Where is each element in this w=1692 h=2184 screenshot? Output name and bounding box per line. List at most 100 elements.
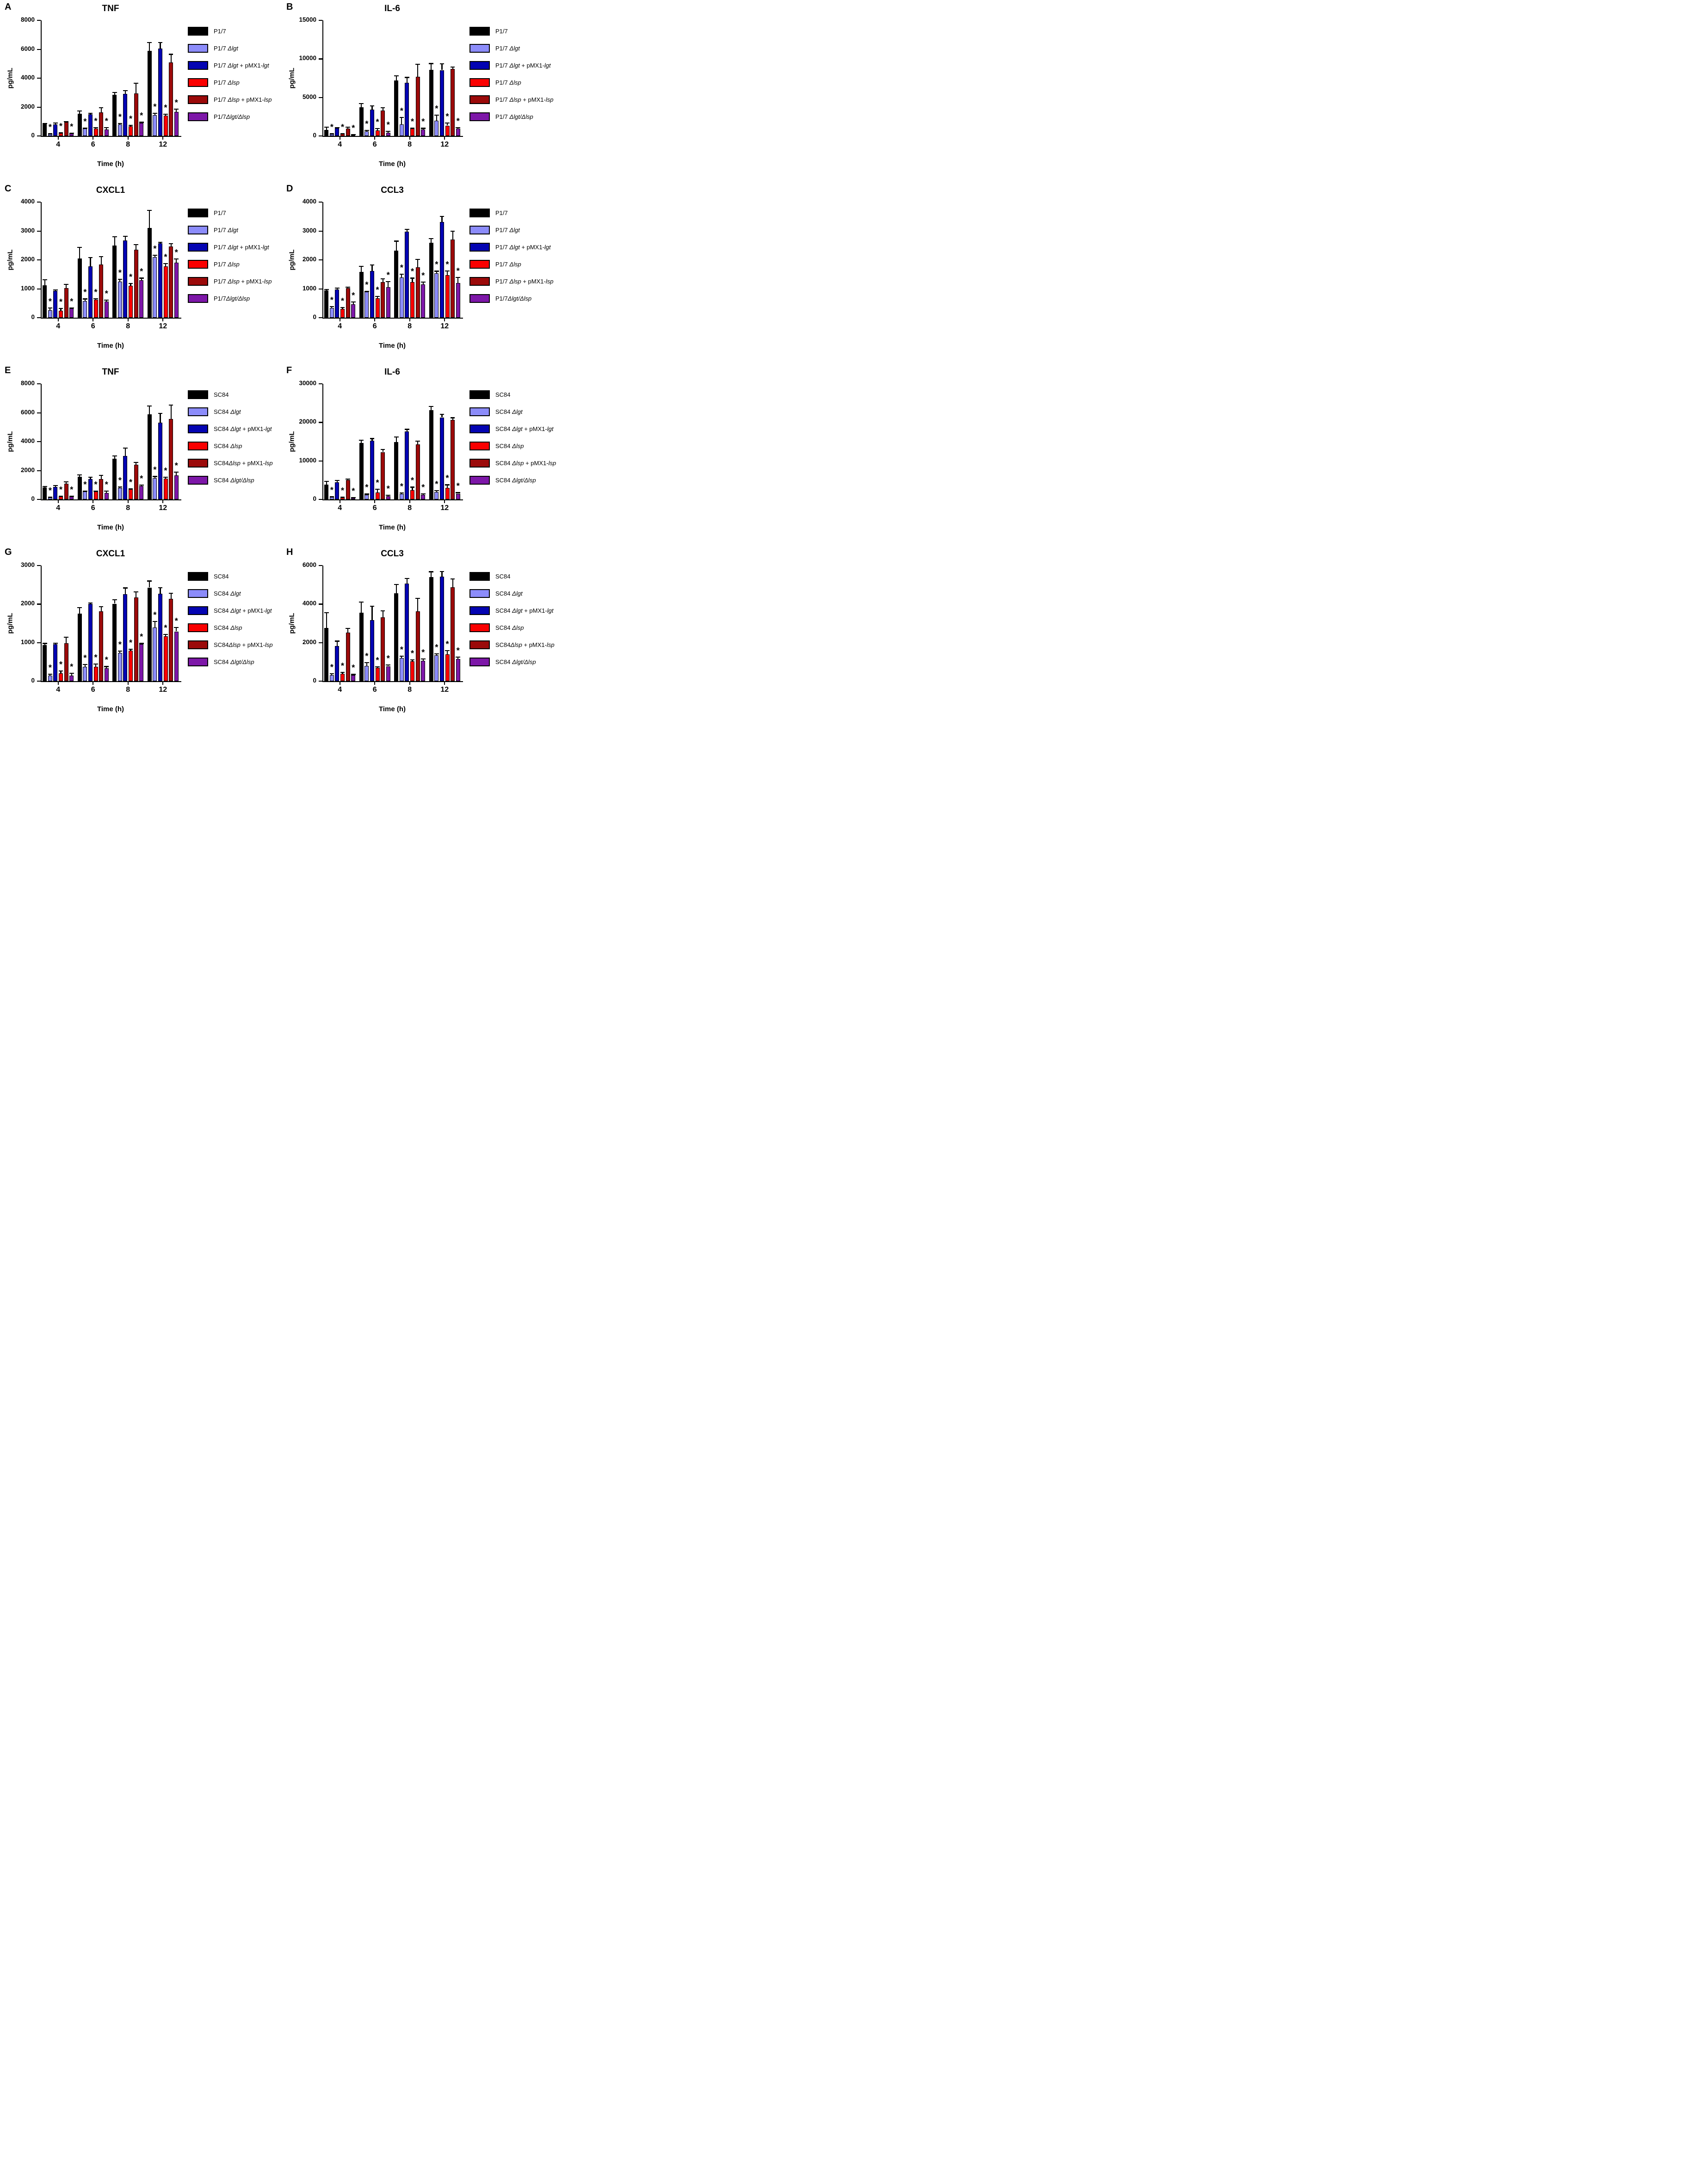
- error-bar-cap: [429, 571, 434, 572]
- error-bar-cap: [340, 496, 345, 498]
- error-bar: [412, 660, 413, 662]
- legend-item: SC84 Δlgt + pMX1-lgt: [188, 606, 272, 615]
- error-bar-cap: [386, 131, 391, 132]
- y-tick: [37, 78, 41, 79]
- bar-darkred: [99, 112, 104, 136]
- error-bar: [114, 600, 115, 604]
- error-bar: [44, 280, 45, 285]
- error-bar: [165, 634, 167, 637]
- legend-swatch-darkred: [188, 459, 208, 468]
- legend-label: P1/7 Δlgt: [495, 45, 520, 52]
- error-bar: [165, 114, 167, 116]
- significance-asterisk: *: [70, 122, 74, 131]
- bar-darkred: [381, 282, 385, 318]
- x-tick: [162, 499, 164, 503]
- bar-darkblue: [335, 482, 340, 499]
- error-bar: [149, 43, 150, 51]
- bar-black: [147, 587, 152, 681]
- y-tick: [37, 383, 41, 385]
- legend-item: SC84Δlsp + pMX1-lsp: [469, 640, 555, 650]
- legend-label: P1/7 Δlsp + pMX1-lsp: [214, 96, 272, 103]
- bar-red: [445, 125, 450, 136]
- legend-label: SC84Δlsp + pMX1-lsp: [214, 460, 273, 467]
- legend-swatch-darkblue: [188, 424, 208, 433]
- bar-darkblue: [335, 289, 340, 318]
- error-bar-cap: [375, 128, 380, 129]
- x-tick: [374, 681, 376, 685]
- y-tick-label: 5000: [302, 93, 316, 100]
- significance-asterisk: *: [105, 289, 108, 298]
- y-tick: [319, 383, 322, 385]
- bar-lightblue: [48, 310, 52, 318]
- significance-asterisk: *: [129, 477, 133, 487]
- bar-darkblue: [439, 70, 444, 136]
- y-tick: [319, 642, 322, 644]
- legend-swatch-darkred: [188, 640, 208, 649]
- bar-lightblue: [364, 131, 369, 136]
- error-bar-cap: [329, 673, 334, 675]
- significance-asterisk: *: [94, 652, 98, 662]
- error-bar: [165, 477, 167, 479]
- error-bar: [66, 481, 67, 484]
- bar-purple: [139, 486, 144, 499]
- x-tick-label: 8: [126, 322, 130, 330]
- legend-swatch-darkred: [188, 277, 208, 286]
- legend-item: SC84 Δlgt + pMX1-lgt: [469, 606, 553, 615]
- error-bar: [422, 282, 424, 284]
- legend-swatch-darkblue: [469, 243, 490, 252]
- legend-label: SC84 Δlgt/Δlsp: [495, 658, 536, 665]
- y-tick-label: 2000: [20, 466, 35, 474]
- bar-lightblue: [434, 120, 439, 136]
- significance-asterisk: *: [70, 662, 74, 671]
- legend-swatch-purple: [469, 476, 490, 485]
- error-bar-cap: [456, 127, 461, 128]
- legend-swatch-lightblue: [188, 226, 208, 234]
- error-bar: [347, 628, 349, 633]
- y-tick: [319, 259, 322, 261]
- y-tick-label: 0: [313, 677, 316, 684]
- error-bar: [395, 437, 397, 442]
- significance-asterisk: *: [435, 260, 438, 270]
- legend: SC84 SC84 Δlgt SC84 Δlgt + pMX1-lgt SC84 Δl…: [188, 390, 282, 493]
- bar-black: [77, 258, 82, 318]
- error-bar: [406, 578, 408, 584]
- legend-item: P1/7 Δlgt + pMX1-lgt: [469, 61, 551, 70]
- y-tick: [37, 20, 41, 21]
- bar-darkred: [134, 250, 138, 318]
- panel-G: G CXCL1 pg/mL 0 1000 2000 3000 4 6 8 12 Time (h) * * *…: [0, 545, 282, 727]
- error-bar: [452, 579, 453, 587]
- bar-darkred: [169, 246, 173, 318]
- legend-swatch-red: [188, 623, 208, 632]
- significance-asterisk: *: [70, 296, 74, 306]
- significance-asterisk: *: [341, 486, 345, 495]
- error-bar: [446, 651, 448, 654]
- legend-item: P1/7 Δlgt: [188, 44, 238, 53]
- significance-asterisk: *: [341, 296, 345, 306]
- error-bar: [119, 651, 121, 653]
- error-bar: [395, 584, 397, 593]
- bar-darkblue: [158, 48, 162, 136]
- legend-label: P1/7 Δlsp: [214, 261, 240, 268]
- legend-label: SC84 Δlgt + pMX1-lgt: [495, 425, 554, 432]
- error-bar: [55, 486, 56, 487]
- bar-lightblue: [117, 653, 122, 681]
- bar-purple: [174, 631, 179, 681]
- legend-swatch-lightblue: [469, 407, 490, 416]
- x-tick-label: 12: [440, 686, 449, 694]
- error-bar-cap: [346, 126, 350, 128]
- x-tick: [57, 318, 59, 321]
- error-bar-cap: [64, 637, 68, 638]
- error-bar-cap: [364, 290, 369, 292]
- error-bar: [401, 117, 402, 124]
- bar-red: [163, 266, 168, 318]
- bar-red: [375, 492, 380, 499]
- error-bar: [347, 479, 349, 480]
- y-tick-label: 1000: [20, 638, 35, 646]
- error-bar: [154, 113, 155, 115]
- bar-red: [340, 497, 345, 499]
- error-bar-cap: [364, 662, 369, 663]
- significance-asterisk: *: [118, 112, 122, 122]
- significance-asterisk: *: [48, 663, 52, 672]
- panel-letter: B: [286, 2, 293, 12]
- error-bar: [90, 258, 91, 266]
